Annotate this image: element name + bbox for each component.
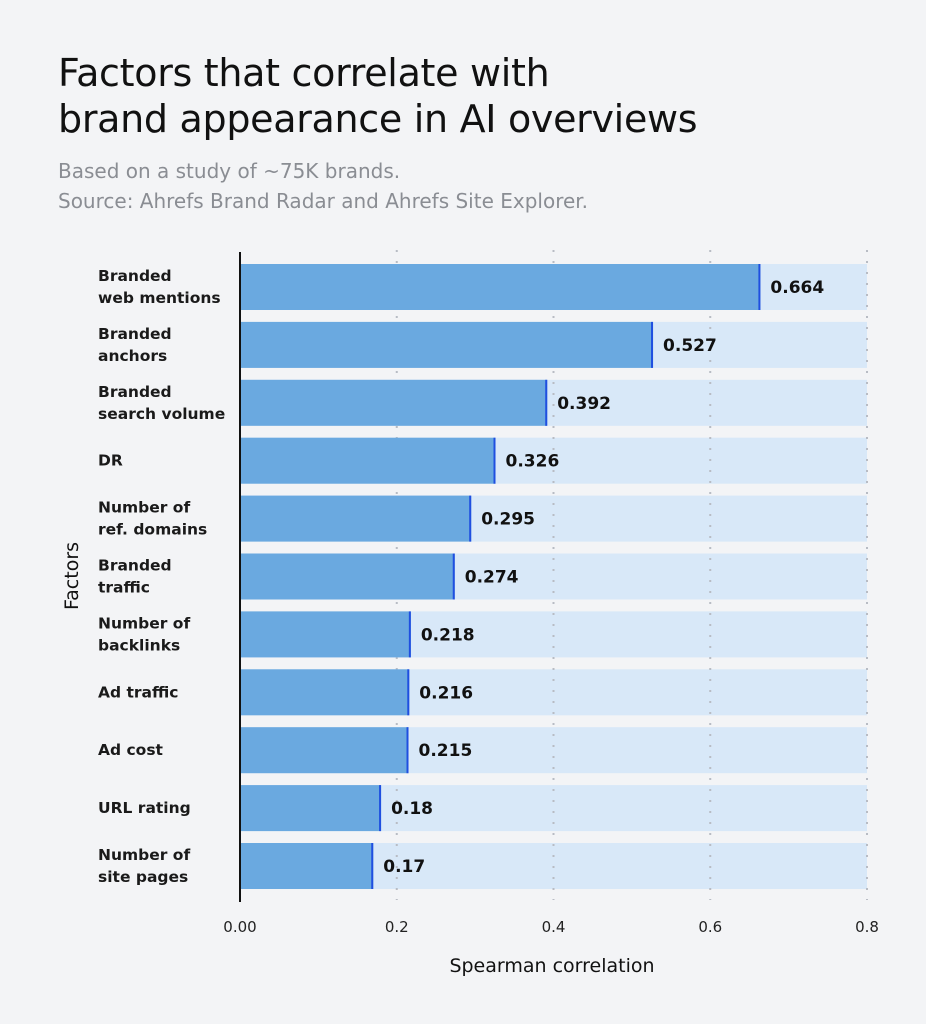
category-label: Branded [98,267,172,285]
data-label: 0.664 [770,278,824,298]
category-label: backlinks [98,636,180,654]
data-label: 0.392 [557,394,611,414]
chart-title: Factors that correlate with brand appear… [58,50,698,142]
bar-edge [406,727,409,774]
bar [240,727,409,774]
bar-edge [379,785,382,832]
data-label: 0.274 [465,568,519,588]
bar [240,437,496,484]
title-line: brand appearance in AI overviews [58,97,698,141]
bar [240,669,410,716]
bar [240,553,455,600]
bar [240,843,374,889]
bar [240,321,654,368]
title-line: Factors that correlate with [58,51,550,95]
category-label: Number of [98,614,190,632]
y-axis-label: Factors [61,542,83,610]
data-label: 0.218 [421,625,475,645]
subtitle-line: Source: Ahrefs Brand Radar and Ahrefs Si… [58,189,589,213]
category-label: site pages [98,868,188,886]
data-label: 0.527 [663,336,717,356]
bar-edge [371,843,374,889]
bar-edge [408,611,411,658]
data-label: 0.17 [383,857,425,877]
category-label: Number of [98,846,190,864]
category-label: Branded [98,383,172,401]
bar [240,379,548,426]
data-label: 0.18 [391,799,433,819]
data-label: 0.215 [419,741,473,761]
x-tick-label: 0.6 [698,918,722,936]
category-label: Branded [98,557,172,575]
x-tick-label: 0.2 [385,918,409,936]
bar [240,785,382,832]
category-label: anchors [98,347,167,365]
bar-edge [493,437,496,484]
bar [240,495,472,542]
data-label: 0.216 [419,683,473,703]
category-label: Ad traffic [98,683,178,701]
bar-edge [758,264,761,310]
x-tick-label: 0.8 [855,918,879,936]
category-label: Ad cost [98,741,164,759]
bar-edge [452,553,455,600]
x-tick-label: 0.4 [542,918,566,936]
category-label: ref. domains [98,521,207,539]
category-label: traffic [98,579,150,597]
category-label: Number of [98,499,190,517]
data-label: 0.295 [481,510,535,530]
bar [240,264,761,310]
bar-edge [407,669,410,716]
bar-edge [469,495,472,542]
x-axis-label: Spearman correlation [449,955,654,977]
data-label: 0.326 [506,452,560,472]
subtitle-line: Based on a study of ~75K brands. [58,159,401,183]
bar [240,611,411,658]
bar-edge [545,379,548,426]
category-label: search volume [98,405,225,423]
category-label: URL rating [98,799,191,817]
bar-edge [651,321,654,368]
category-label: DR [98,452,123,470]
category-label: web mentions [98,289,221,307]
category-label: Branded [98,325,172,343]
x-tick-label: 0.00 [223,918,256,936]
chart-subtitle: Based on a study of ~75K brands. Source:… [58,156,588,216]
